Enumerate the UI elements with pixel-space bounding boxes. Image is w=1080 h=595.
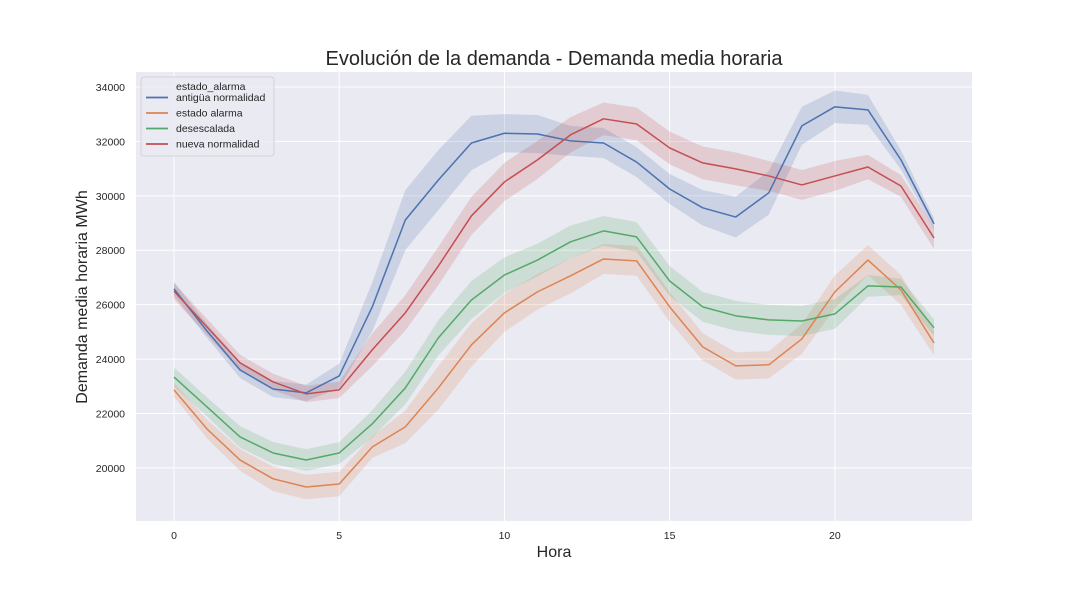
- legend-entry: antigüa normalidad: [176, 92, 265, 104]
- x-tick-label: 5: [336, 530, 342, 542]
- x-tick-label: 0: [171, 530, 177, 542]
- x-tick-label: 15: [664, 530, 676, 542]
- ci-band-2: [174, 215, 934, 471]
- x-axis-ticks: 0 5 10 15 20: [171, 530, 841, 542]
- legend: estado_alarma antigüa normalidad estado a…: [140, 76, 275, 157]
- legend-title: estado_alarma: [176, 81, 246, 93]
- y-tick-label: 34000: [96, 82, 125, 94]
- chart-title: Evolución de la demanda - Demanda media …: [326, 48, 784, 70]
- series-line-2: [173, 230, 935, 461]
- x-axis-label: Hora: [537, 544, 572, 561]
- x-tick-label: 20: [829, 530, 841, 542]
- y-tick-label: 20000: [96, 463, 125, 475]
- y-tick-label: 22000: [96, 409, 125, 421]
- y-tick-label: 26000: [96, 300, 125, 312]
- x-tick-label: 10: [499, 530, 511, 542]
- y-axis-ticks: 20000 22000 24000 26000 28000 30000 32000 34000: [96, 82, 125, 475]
- legend-entry: estado alarma: [176, 108, 243, 120]
- series-lines: [173, 106, 935, 488]
- y-tick-label: 24000: [96, 354, 125, 366]
- series-line-1: [173, 258, 935, 488]
- y-axis-label: Demanda media horaria MWh: [74, 190, 91, 403]
- legend-entry: desescalada: [176, 123, 235, 135]
- y-tick-label: 28000: [96, 245, 125, 257]
- series-line-3: [173, 118, 935, 395]
- y-tick-label: 32000: [96, 136, 125, 148]
- ci-band-3: [174, 102, 934, 403]
- legend-entry: nueva normalidad: [176, 139, 260, 151]
- legend-box: [140, 76, 275, 157]
- y-tick-label: 30000: [96, 191, 125, 203]
- grid: [136, 72, 972, 521]
